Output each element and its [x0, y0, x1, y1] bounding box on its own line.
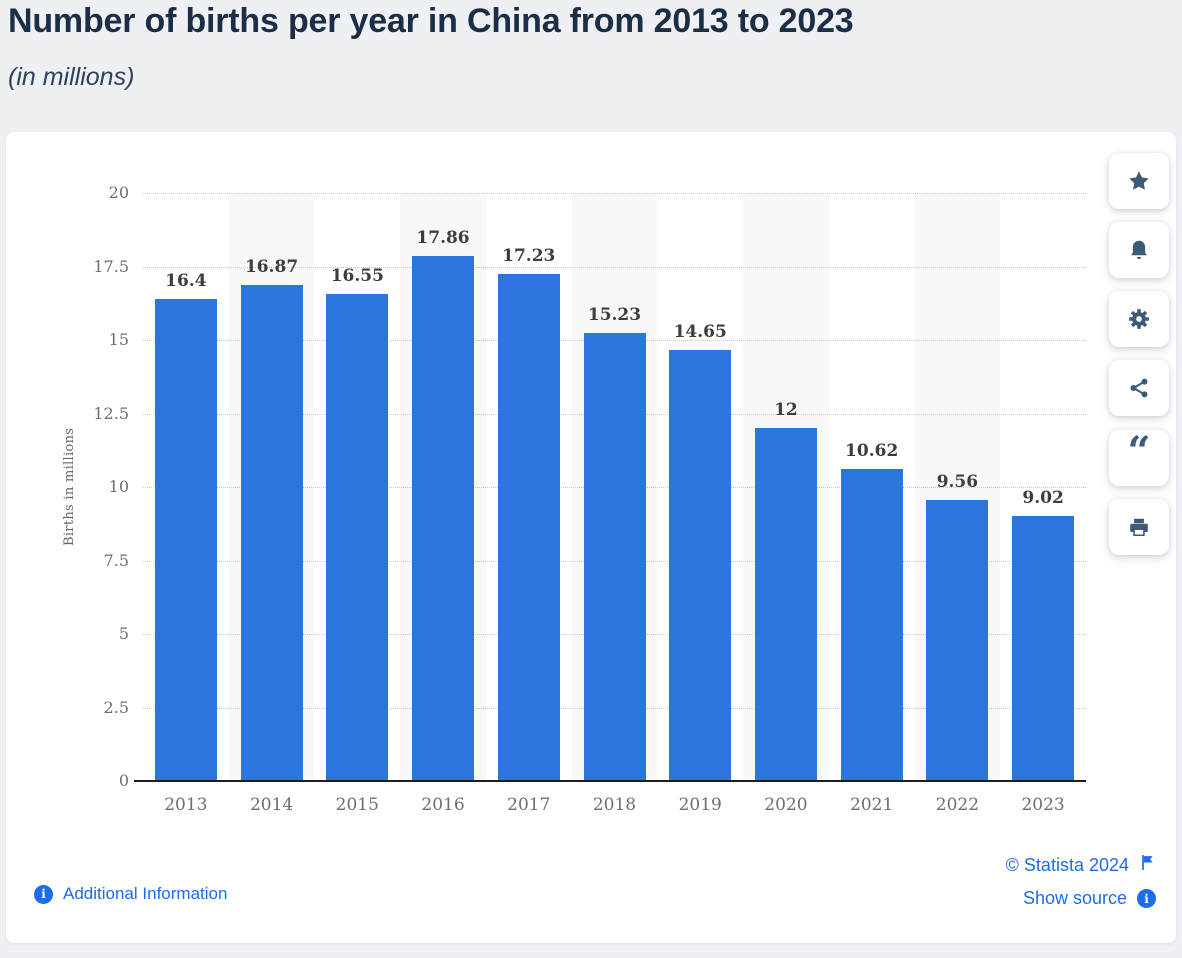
star-icon: [1128, 170, 1150, 192]
copyright-label: © Statista 2024: [1005, 854, 1129, 875]
share-icon: [1128, 377, 1150, 399]
bar-2021[interactable]: [840, 468, 903, 781]
x-axis-tick-label: 2023: [1021, 795, 1065, 815]
show-source-label: Show source: [1022, 888, 1127, 908]
x-axis-tick-label: 2013: [164, 795, 208, 815]
additional-information-link[interactable]: i Additional Information: [34, 884, 227, 904]
y-axis-tick-label: 7.5: [103, 550, 129, 570]
bar-2016[interactable]: [412, 255, 475, 781]
x-axis-tick-label: 2019: [678, 795, 722, 815]
page-header: Number of births per year in China from …: [8, 2, 854, 92]
bar-value-label: 15.23: [587, 305, 642, 326]
footer-right: © Statista 2024 Show source i: [1006, 854, 1156, 921]
quote-icon: “: [1127, 428, 1151, 475]
gridline: [143, 266, 1086, 268]
printer-icon: [1128, 516, 1150, 538]
bar-2017[interactable]: [497, 274, 560, 781]
bar-2020[interactable]: [754, 428, 817, 781]
x-axis-tick-label: 2014: [249, 795, 294, 815]
y-axis-tick-label: 20: [108, 183, 129, 202]
bar-2018[interactable]: [583, 333, 646, 781]
bar-2015[interactable]: [326, 294, 389, 781]
y-axis-tick-label: 0: [118, 771, 129, 790]
x-axis-tick-label: 2017: [507, 795, 551, 815]
bar-value-label: 14.65: [673, 322, 727, 343]
x-axis-line: [134, 780, 1086, 782]
statista-copyright-link[interactable]: © Statista 2024: [1006, 854, 1156, 876]
show-source-link[interactable]: Show source i: [1006, 888, 1156, 909]
y-axis-tick-label: 17.5: [93, 256, 129, 276]
bar-value-label: 17.23: [502, 246, 556, 267]
bar-2013[interactable]: [154, 298, 217, 781]
bar-value-label: 17.86: [416, 227, 470, 248]
bar-value-label: 16.4: [165, 270, 207, 291]
gear-icon: [1128, 308, 1150, 330]
share-button[interactable]: [1109, 360, 1169, 416]
bar-2019[interactable]: [669, 350, 732, 781]
bar-value-label: 16.87: [244, 257, 299, 278]
alert-button[interactable]: [1109, 222, 1169, 278]
gridline: [143, 193, 1086, 194]
favorite-button[interactable]: [1109, 153, 1169, 209]
x-axis-tick-label: 2020: [764, 795, 808, 815]
bar-value-label: 12: [774, 400, 798, 421]
settings-button[interactable]: [1109, 291, 1169, 347]
flag-icon: [1139, 854, 1156, 876]
x-axis-tick-label: 2022: [935, 795, 980, 815]
bar-value-label: 10.62: [845, 440, 899, 461]
y-axis-tick-label: 5: [118, 624, 129, 643]
bar-chart: Births in millions 0 2.5 5 7.5 10 12.5 15 17.5 2…: [6, 132, 1176, 943]
y-axis-tick-label: 12.5: [93, 403, 129, 423]
bar-value-label: 16.55: [330, 266, 384, 287]
print-button[interactable]: [1109, 499, 1169, 555]
cite-button[interactable]: “: [1109, 430, 1169, 486]
bar-value-label: 9.56: [936, 471, 979, 492]
page-title: Number of births per year in China from …: [8, 2, 854, 40]
info-icon: i: [1137, 889, 1156, 908]
x-axis-tick-label: 2015: [335, 795, 379, 815]
bar-value-label: 9.02: [1022, 487, 1064, 508]
bar-2023[interactable]: [1012, 515, 1075, 781]
y-axis-tick-label: 2.5: [103, 697, 129, 717]
x-axis-tick-label: 2018: [592, 795, 637, 815]
bar-2022[interactable]: [926, 499, 989, 781]
x-axis-tick-label: 2016: [421, 795, 465, 815]
bell-icon: [1128, 239, 1150, 261]
additional-information-label: Additional Information: [63, 884, 228, 903]
info-icon: i: [34, 884, 53, 904]
y-axis-tick-label: 15: [108, 330, 129, 349]
page-subtitle: (in millions): [8, 63, 135, 91]
bar-2014[interactable]: [240, 285, 303, 781]
y-axis-tick-label: 10: [108, 477, 129, 496]
chart-card: Births in millions 0 2.5 5 7.5 10 12.5 15 17.5 2…: [6, 132, 1176, 943]
plot-area: 0 2.5 5 7.5 10 12.5 15 17.5 20 16.4 2013 16.87 2014 1…: [93, 183, 1086, 815]
x-axis-tick-label: 2021: [850, 795, 894, 815]
